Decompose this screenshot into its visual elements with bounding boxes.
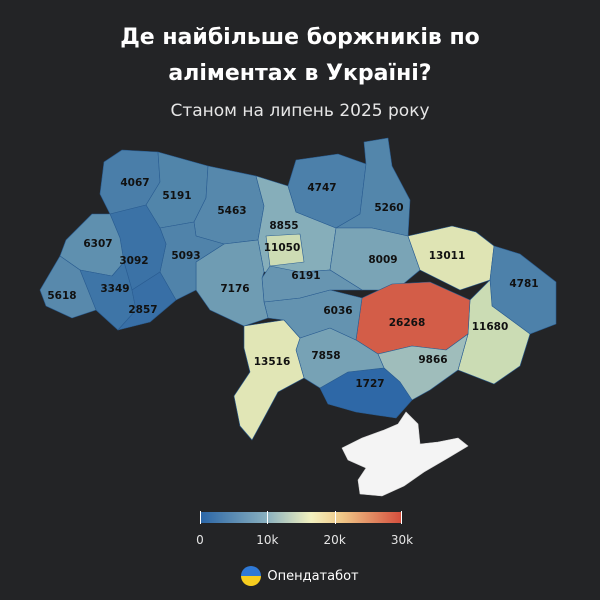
region-crimea — [341, 411, 469, 497]
region-sumy — [335, 137, 411, 237]
region-value-mykolaiv: 7858 — [311, 350, 340, 362]
map-title: Де найбільше боржників по аліментах в Ук… — [0, 20, 600, 92]
legend-tick — [267, 511, 269, 524]
region-value-kyiv-city: 11050 — [264, 242, 301, 254]
footer-brand: Опендатабот — [267, 568, 359, 584]
footer: Опендатабот — [0, 565, 600, 587]
map-subtitle: Станом на липень 2025 року — [170, 101, 430, 121]
legend-tick-label: 30k — [390, 533, 414, 547]
region-odesa — [233, 319, 305, 441]
legend-tick-label: 0 — [196, 533, 204, 547]
region-value-kharkiv: 13011 — [429, 250, 466, 262]
legend-tick — [401, 511, 402, 524]
region-value-odesa: 13516 — [254, 356, 291, 368]
region-value-ivano-frankivsk: 3349 — [100, 283, 129, 295]
legend-gradient-bar — [200, 512, 402, 523]
legend-tick-label: 20k — [323, 533, 346, 547]
region-zakarpattia — [39, 255, 97, 319]
region-value-cherkasy: 6191 — [291, 270, 320, 282]
region-value-rivne: 5191 — [162, 190, 191, 202]
region-chernivtsi — [117, 271, 177, 331]
region-value-chernihiv: 4747 — [307, 182, 336, 194]
region-value-kirovohrad: 6036 — [323, 305, 352, 317]
region-kyiv-city — [265, 233, 305, 267]
region-value-lviv: 6307 — [83, 238, 112, 250]
region-value-khmelnytskyi: 5093 — [171, 250, 200, 262]
region-value-donetsk: 11680 — [472, 321, 509, 333]
region-value-chernivtsi: 2857 — [128, 304, 157, 316]
region-value-zaporizhzhia: 9866 — [418, 354, 447, 366]
region-value-poltava: 8009 — [368, 254, 397, 266]
region-value-dnipropetrovsk: 26268 — [389, 317, 426, 329]
title-line-1: Де найбільше боржників по — [120, 25, 480, 50]
region-value-ternopil: 3092 — [119, 255, 148, 267]
legend-tick — [334, 511, 336, 524]
region-value-luhansk: 4781 — [509, 278, 538, 290]
legend-tick — [200, 511, 201, 524]
region-vinnytsia — [195, 239, 269, 327]
color-legend: 0 10k 20k 30k — [196, 511, 413, 552]
region-value-sumy: 5260 — [374, 202, 403, 214]
region-value-kherson: 1727 — [355, 378, 384, 390]
region-value-kyiv-oblast: 8855 — [269, 220, 298, 232]
region-value-vinnytsia: 7176 — [220, 283, 249, 295]
legend-tick-label: 10k — [256, 533, 279, 547]
title-line-2: аліментах в Україні? — [168, 61, 432, 86]
region-value-volyn: 4067 — [120, 177, 149, 189]
region-value-zhytomyr: 5463 — [217, 205, 246, 217]
region-value-zakarpattia: 5618 — [47, 290, 76, 302]
opendatabot-logo-icon — [241, 566, 262, 586]
